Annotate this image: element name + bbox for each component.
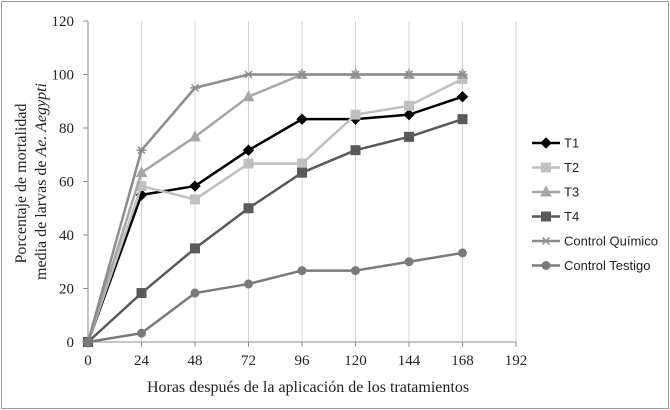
x-tick-label-96: 96 xyxy=(295,353,311,369)
data-point-3-6 xyxy=(404,131,414,142)
data-point-5-3 xyxy=(244,279,253,289)
legend-swatch-marker xyxy=(541,211,551,222)
data-point-1-4 xyxy=(297,158,307,169)
y-tick-label-0: 0 xyxy=(67,335,75,351)
data-point-5-7 xyxy=(458,248,467,258)
x-tick-label-24: 24 xyxy=(134,353,150,369)
data-point-3-7 xyxy=(457,114,468,125)
y-tick-label-20: 20 xyxy=(59,282,74,298)
legend-label: T1 xyxy=(564,136,579,151)
legend: T1 T2 T3 T4 Control Químico Control Testigo xyxy=(532,136,658,273)
x-tick-label-48: 48 xyxy=(188,353,203,369)
data-point-2-1 xyxy=(135,166,148,178)
legend-swatch-marker xyxy=(541,261,551,270)
legend-label: T3 xyxy=(564,185,579,200)
data-point-4-4 xyxy=(297,70,307,79)
legend-label: T2 xyxy=(564,160,579,175)
data-point-0-3 xyxy=(242,144,255,156)
data-point-4-2 xyxy=(190,83,200,92)
y-axis-title-species: Ae. Aegypti xyxy=(33,83,50,157)
data-point-1-2 xyxy=(190,194,200,205)
data-point-5-0 xyxy=(83,337,93,347)
x-tick-label-72: 72 xyxy=(241,353,256,369)
y-tick-label-120: 120 xyxy=(52,14,75,30)
legend-label: T4 xyxy=(564,209,579,224)
y-axis-title-line-2: media de larvas de xyxy=(33,156,50,280)
series-layer xyxy=(82,67,469,348)
data-point-0-2 xyxy=(189,180,201,192)
data-point-3-2 xyxy=(190,243,200,254)
data-point-1-3 xyxy=(243,158,254,169)
x-tick-label-168: 168 xyxy=(451,353,474,369)
data-point-3-5 xyxy=(350,145,361,156)
data-point-1-5 xyxy=(350,109,361,120)
legend-entry-5: Control Testigo xyxy=(532,258,650,273)
data-point-0-7 xyxy=(456,90,469,103)
series-0 xyxy=(82,90,469,348)
legend-entry-0: T1 xyxy=(532,136,579,151)
series-line-1 xyxy=(86,77,464,343)
data-point-4-7 xyxy=(457,70,468,79)
y-tick-label-100: 100 xyxy=(52,68,75,84)
legend-swatch-marker xyxy=(540,185,552,197)
y-axis-title: Porcentaje de mortalidad media de larvas… xyxy=(13,83,50,280)
data-point-4-3 xyxy=(243,70,254,79)
series-line-0 xyxy=(86,95,463,343)
data-point-5-6 xyxy=(404,257,414,267)
x-tick-label-192: 192 xyxy=(505,353,528,369)
series-1 xyxy=(83,74,468,347)
legend-label: Control Testigo xyxy=(564,258,650,273)
data-point-0-4 xyxy=(296,113,308,125)
data-point-4-5 xyxy=(350,70,361,79)
legend-swatch-marker xyxy=(541,162,551,173)
legend-swatch-marker xyxy=(541,236,551,246)
data-point-2-3 xyxy=(242,90,255,102)
data-point-5-2 xyxy=(190,288,200,298)
y-tick-label-40: 40 xyxy=(59,228,74,244)
x-tick-label-144: 144 xyxy=(398,353,421,369)
legend-entry-2: T3 xyxy=(532,185,579,200)
legend-entry-4: Control Químico xyxy=(532,234,658,249)
data-point-3-4 xyxy=(297,167,307,178)
y-axis-title-line-1: Porcentaje de mortalidad xyxy=(13,104,30,264)
data-point-5-1 xyxy=(137,328,146,338)
x-tick-label-0: 0 xyxy=(84,353,92,369)
data-point-4-1 xyxy=(136,146,147,155)
legend-swatch-marker xyxy=(540,137,552,149)
y-tick-label-60: 60 xyxy=(59,175,74,191)
legend-entry-1: T2 xyxy=(532,160,579,175)
axis-layer: 0 20 40 60 80 100 120 0 24 48 72 96 120 144 168 192 xyxy=(52,14,528,369)
legend-label: Control Químico xyxy=(564,234,658,249)
data-point-5-5 xyxy=(351,266,360,276)
series-line-3 xyxy=(87,117,463,343)
data-point-0-6 xyxy=(403,108,415,121)
series-line-4 xyxy=(86,73,463,343)
data-point-1-6 xyxy=(404,100,414,111)
y-tick-label-80: 80 xyxy=(59,121,74,137)
series-line-5 xyxy=(87,251,463,344)
data-point-3-3 xyxy=(243,203,254,214)
data-point-4-6 xyxy=(404,70,414,79)
data-point-5-4 xyxy=(297,266,307,276)
legend-entry-3: T4 xyxy=(532,209,579,224)
data-point-3-1 xyxy=(136,288,147,299)
x-tick-label-120: 120 xyxy=(344,353,367,369)
series-5 xyxy=(83,248,467,347)
x-axis-title: Horas después de la aplicación de los tr… xyxy=(147,379,469,396)
data-point-2-2 xyxy=(189,130,201,142)
